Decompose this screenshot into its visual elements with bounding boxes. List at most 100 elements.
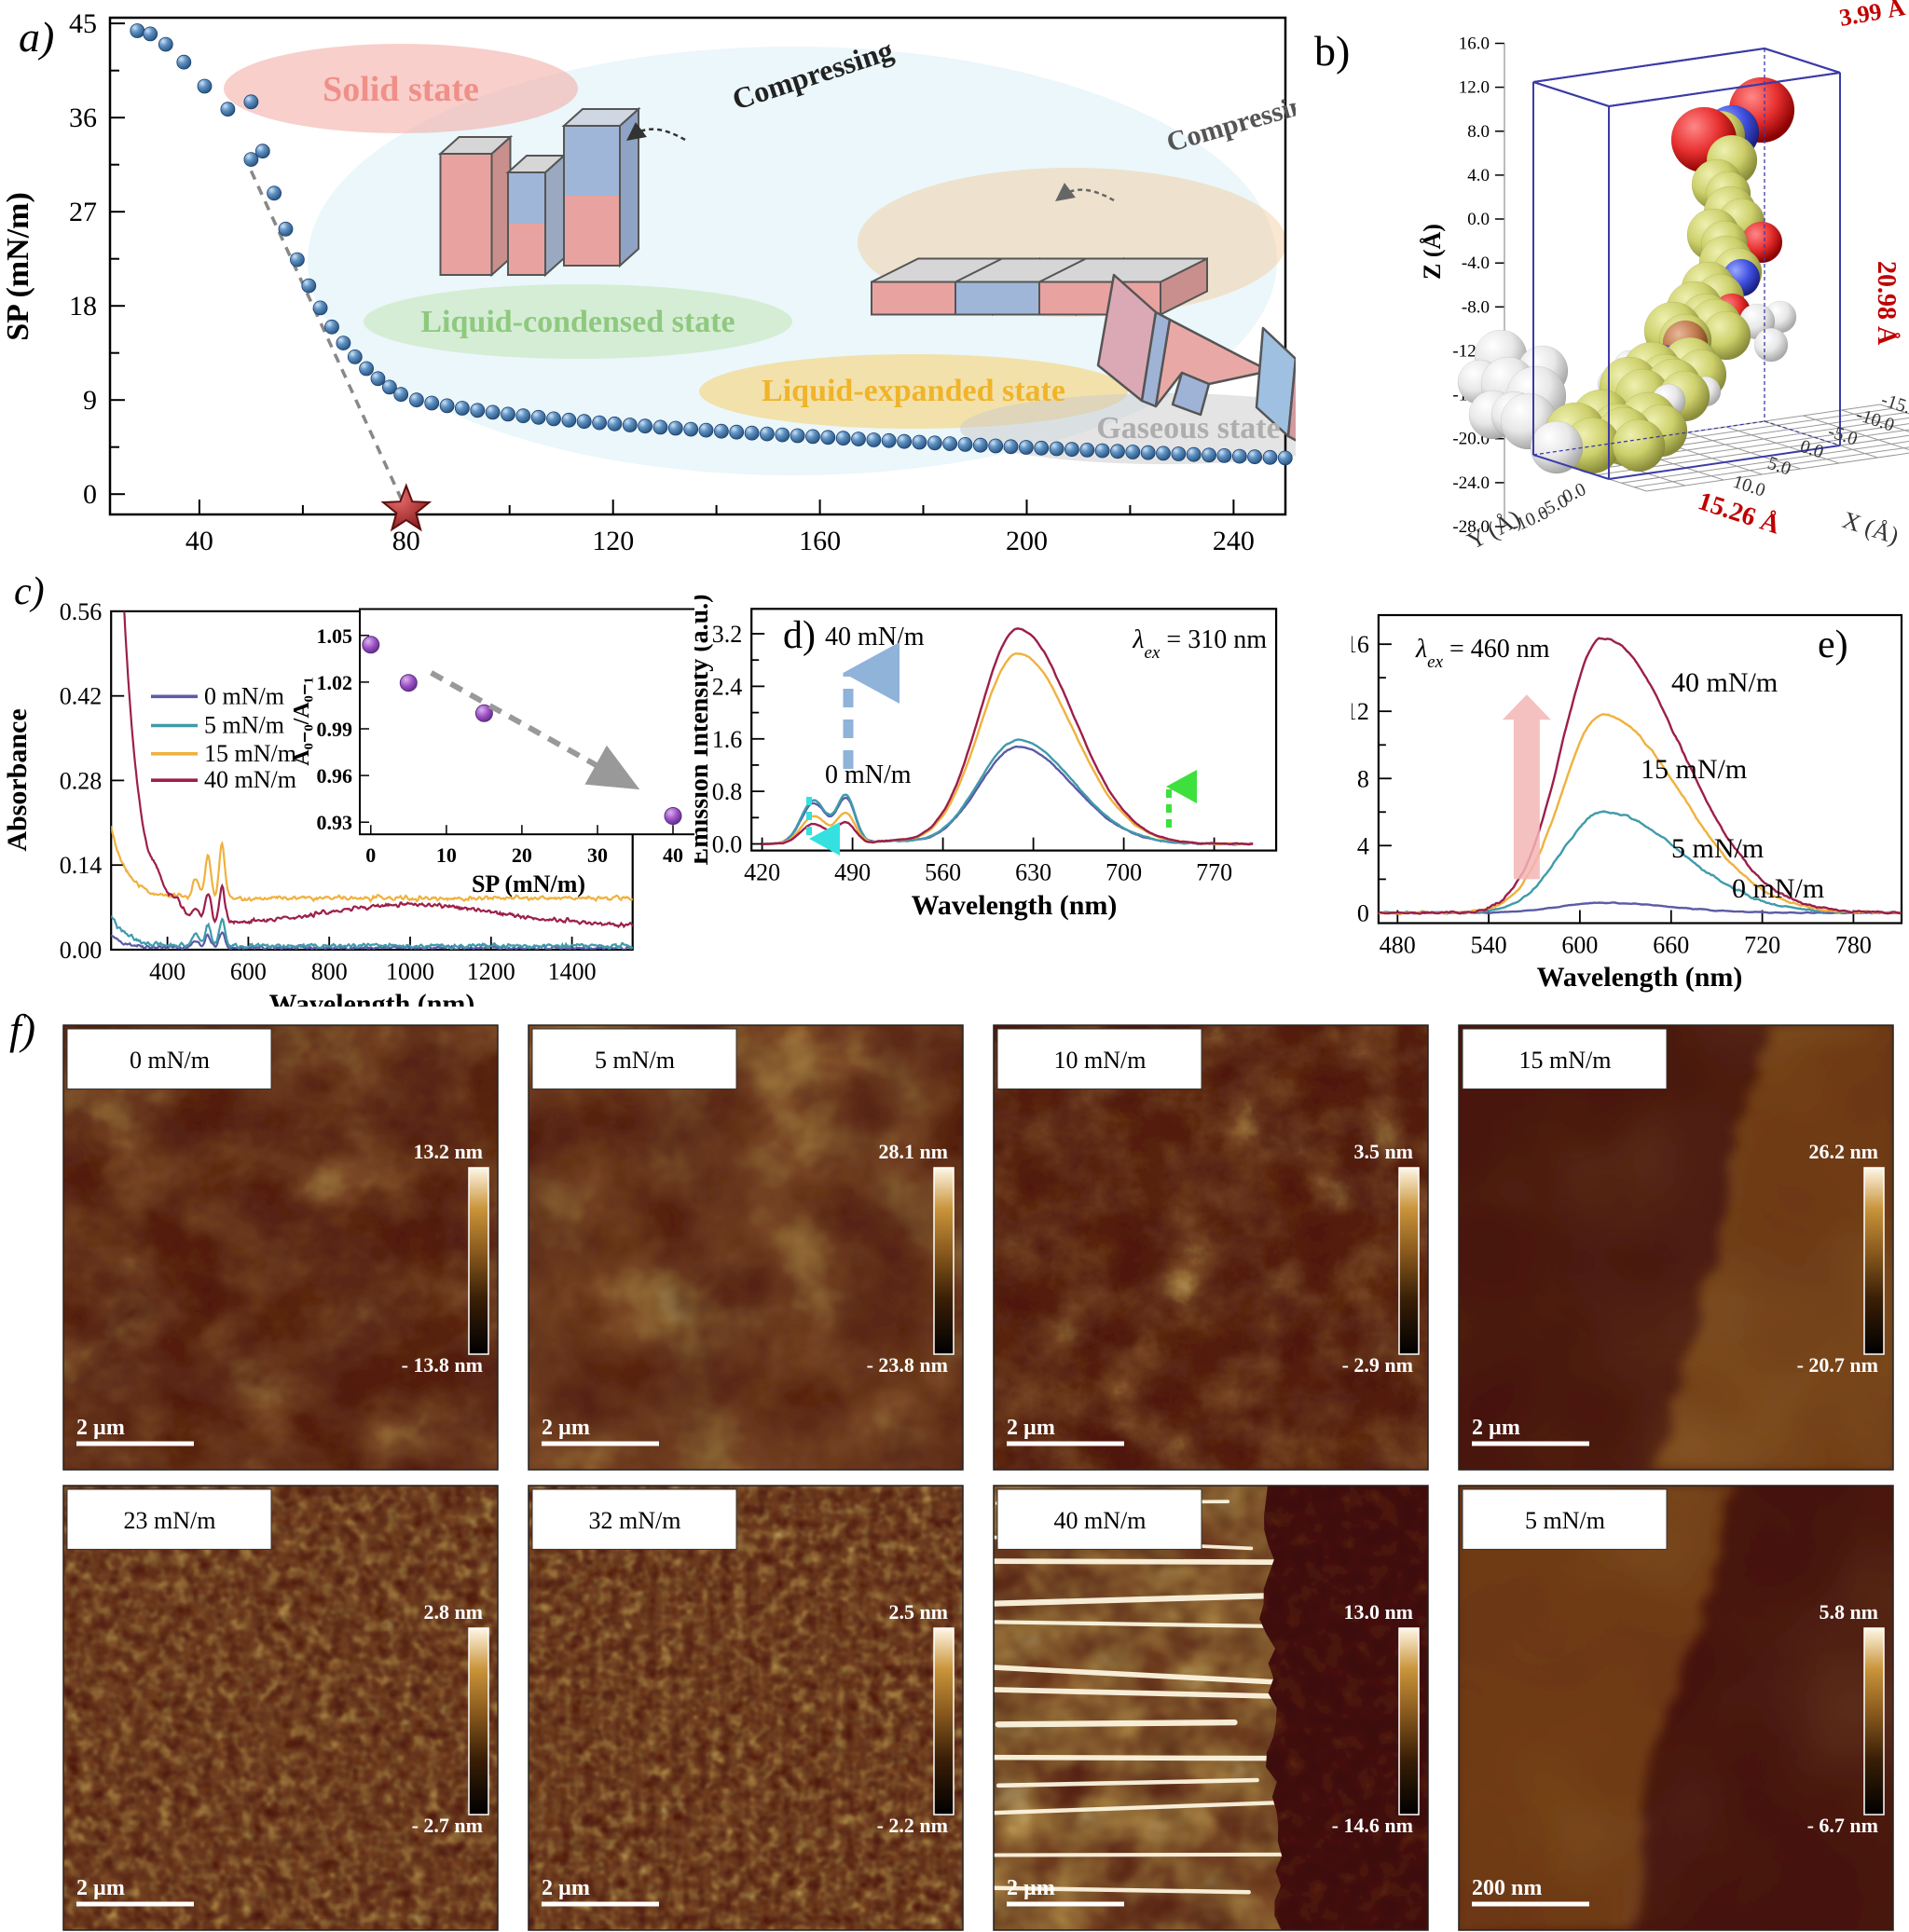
- svg-text:c): c): [14, 570, 45, 613]
- svg-text:15 mN/m: 15 mN/m: [1519, 1047, 1612, 1074]
- svg-text:28.1 nm: 28.1 nm: [878, 1140, 948, 1163]
- svg-text:10 mN/m: 10 mN/m: [1054, 1047, 1147, 1074]
- svg-text:0.28: 0.28: [60, 767, 103, 794]
- svg-text:0: 0: [1357, 899, 1369, 926]
- svg-text:18: 18: [69, 291, 97, 322]
- svg-text:720: 720: [1744, 932, 1780, 959]
- svg-text:0 mN/m: 0 mN/m: [130, 1047, 210, 1074]
- svg-text:0.0: 0.0: [1467, 210, 1490, 229]
- svg-text:5.0: 5.0: [1765, 453, 1793, 480]
- svg-text:SP (mN/m): SP (mN/m): [472, 870, 585, 897]
- svg-text:240: 240: [1213, 526, 1255, 556]
- svg-text:27: 27: [69, 197, 97, 227]
- svg-text:0 mN/m: 0 mN/m: [204, 682, 284, 709]
- svg-text:480: 480: [1380, 932, 1416, 959]
- svg-text:Liquid-expanded state: Liquid-expanded state: [762, 374, 1065, 408]
- svg-text:- 14.6 nm: - 14.6 nm: [1332, 1814, 1413, 1837]
- svg-text:3.2: 3.2: [712, 621, 743, 648]
- svg-text:λex = 460 nm: λex = 460 nm: [1415, 635, 1550, 672]
- svg-text:15.26 Å: 15.26 Å: [1695, 486, 1784, 541]
- svg-text:-24.0: -24.0: [1452, 473, 1490, 493]
- svg-text:0.99: 0.99: [317, 718, 353, 741]
- svg-text:0.96: 0.96: [317, 764, 353, 788]
- svg-text:Y (Å): Y (Å): [1463, 504, 1525, 555]
- svg-text:1.05: 1.05: [317, 624, 353, 648]
- svg-text:16: 16: [1352, 631, 1369, 658]
- svg-text:400: 400: [149, 958, 185, 985]
- svg-text:Compressing: Compressing: [1163, 86, 1296, 158]
- svg-text:X (Å): X (Å): [1839, 506, 1902, 550]
- svg-text:9: 9: [83, 385, 97, 416]
- svg-text:420: 420: [744, 859, 780, 886]
- svg-text:f): f): [9, 1007, 35, 1053]
- svg-text:40: 40: [663, 843, 683, 867]
- svg-text:Z (Å): Z (Å): [1419, 224, 1446, 280]
- svg-text:0.56: 0.56: [60, 598, 103, 625]
- svg-text:12: 12: [1352, 698, 1369, 725]
- svg-text:2 µm: 2 µm: [1472, 1416, 1520, 1440]
- svg-text:32 mN/m: 32 mN/m: [589, 1507, 681, 1534]
- svg-text:5 mN/m: 5 mN/m: [204, 712, 284, 739]
- svg-text:200: 200: [1006, 526, 1048, 556]
- svg-text:- 23.8 nm: - 23.8 nm: [867, 1353, 948, 1377]
- svg-text:20.98 Å: 20.98 Å: [1872, 261, 1901, 346]
- svg-text:Wavelength (nm): Wavelength (nm): [269, 989, 475, 1007]
- svg-text:Wavelength (nm): Wavelength (nm): [1537, 962, 1743, 993]
- svg-text:8: 8: [1357, 765, 1369, 792]
- svg-text:- 2.2 nm: - 2.2 nm: [877, 1814, 948, 1837]
- svg-text:20: 20: [512, 843, 532, 867]
- svg-text:1200: 1200: [467, 958, 515, 985]
- svg-text:2.4: 2.4: [712, 673, 743, 700]
- svg-text:3.5 nm: 3.5 nm: [1353, 1140, 1413, 1163]
- svg-text:13.2 nm: 13.2 nm: [413, 1140, 483, 1163]
- svg-text:4.0: 4.0: [1467, 166, 1490, 185]
- svg-text:2 µm: 2 µm: [1007, 1876, 1055, 1900]
- svg-text:b): b): [1314, 27, 1350, 75]
- svg-text:4: 4: [1357, 832, 1369, 859]
- svg-text:40 mN/m: 40 mN/m: [1671, 667, 1778, 698]
- svg-text:36: 36: [69, 103, 97, 133]
- svg-text:560: 560: [925, 859, 961, 886]
- svg-text:1.6: 1.6: [712, 726, 743, 753]
- svg-text:0.8: 0.8: [712, 778, 743, 805]
- svg-text:0.0: 0.0: [712, 831, 743, 858]
- svg-text:8.0: 8.0: [1467, 122, 1490, 142]
- svg-text:5 mN/m: 5 mN/m: [1671, 833, 1764, 864]
- svg-text:660: 660: [1653, 932, 1689, 959]
- svg-text:1.02: 1.02: [317, 671, 353, 694]
- svg-text:770: 770: [1196, 859, 1232, 886]
- svg-text:80: 80: [392, 526, 420, 556]
- svg-text:3.99 Å: 3.99 Å: [1837, 0, 1907, 32]
- svg-text:15 mN/m: 15 mN/m: [1641, 754, 1747, 785]
- svg-text:0 mN/m: 0 mN/m: [1732, 873, 1824, 904]
- svg-text:SP (mN/m): SP (mN/m): [1, 192, 35, 341]
- svg-text:5 mN/m: 5 mN/m: [595, 1047, 675, 1074]
- svg-text:-8.0: -8.0: [1462, 297, 1490, 317]
- svg-text:630: 630: [1015, 859, 1051, 886]
- svg-text:15 mN/m: 15 mN/m: [204, 740, 296, 767]
- svg-text:2 µm: 2 µm: [1007, 1416, 1055, 1440]
- svg-text:Absorbance: Absorbance: [2, 708, 33, 851]
- svg-text:2 µm: 2 µm: [542, 1416, 590, 1440]
- svg-text:160: 160: [799, 526, 841, 556]
- svg-text:540: 540: [1471, 932, 1507, 959]
- svg-text:23 mN/m: 23 mN/m: [124, 1507, 216, 1534]
- svg-text:30: 30: [587, 843, 608, 867]
- svg-text:Wavelength (nm): Wavelength (nm): [912, 890, 1118, 921]
- svg-text:40 mN/m: 40 mN/m: [1054, 1507, 1147, 1534]
- svg-text:2 µm: 2 µm: [76, 1416, 125, 1440]
- svg-text:120: 120: [592, 526, 634, 556]
- svg-text:40 mN/m: 40 mN/m: [204, 766, 296, 793]
- svg-text:0.93: 0.93: [317, 811, 353, 834]
- svg-text:700: 700: [1106, 859, 1142, 886]
- svg-text:0.42: 0.42: [60, 683, 103, 710]
- svg-text:- 2.7 nm: - 2.7 nm: [412, 1814, 483, 1837]
- svg-text:40: 40: [185, 526, 213, 556]
- svg-text:1400: 1400: [548, 958, 597, 985]
- svg-text:600: 600: [1561, 932, 1598, 959]
- svg-text:- 2.9 nm: - 2.9 nm: [1342, 1353, 1413, 1377]
- svg-text:1000: 1000: [386, 958, 434, 985]
- svg-text:e): e): [1818, 623, 1848, 666]
- svg-text:2 µm: 2 µm: [542, 1876, 590, 1900]
- svg-text:d): d): [783, 614, 816, 657]
